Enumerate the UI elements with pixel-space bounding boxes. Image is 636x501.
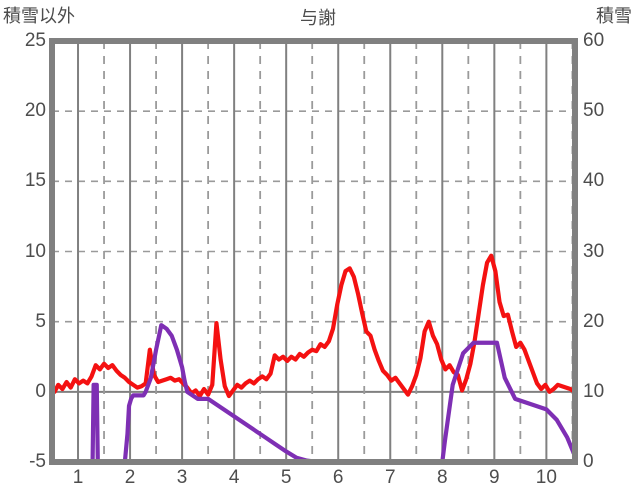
x-tick-label: 5 [280,467,292,488]
x-tick-label: 7 [384,467,396,488]
left-tick-label: 15 [24,170,46,192]
x-tick-label: 10 [535,467,557,488]
series-line-red [52,253,577,399]
left-tick-label: 10 [24,240,46,262]
left-tick-label: 25 [24,30,46,51]
x-tick-label: 9 [489,467,500,488]
left-tick-label: 20 [24,100,46,122]
x-tick-label: 8 [437,467,448,488]
left-tick-label: 0 [35,380,46,402]
x-tick-label: 6 [332,467,344,488]
series-layer [52,253,577,465]
right-tick-label: 20 [583,310,605,332]
right-axis-title: 積雪 [596,6,632,26]
right-tick-label: 0 [583,451,594,472]
right-tick-label: 60 [583,30,605,51]
page-title: 与謝 [300,8,336,28]
right-tick-label: 10 [583,380,605,402]
left-axis-title: 積雪以外 [3,6,75,26]
x-tick-label: 1 [72,467,84,488]
left-tick-label: 5 [35,310,46,332]
right-tick-label: 40 [583,170,605,192]
left-tick-label: -5 [29,451,46,472]
x-tick-label: 4 [228,467,240,488]
x-tick-label: 3 [176,467,188,488]
right-tick-label: 30 [583,240,605,262]
axis-frame [49,38,578,465]
x-tick-label: 2 [124,467,136,488]
series-line-purple [52,323,577,465]
right-tick-label: 50 [583,100,605,122]
